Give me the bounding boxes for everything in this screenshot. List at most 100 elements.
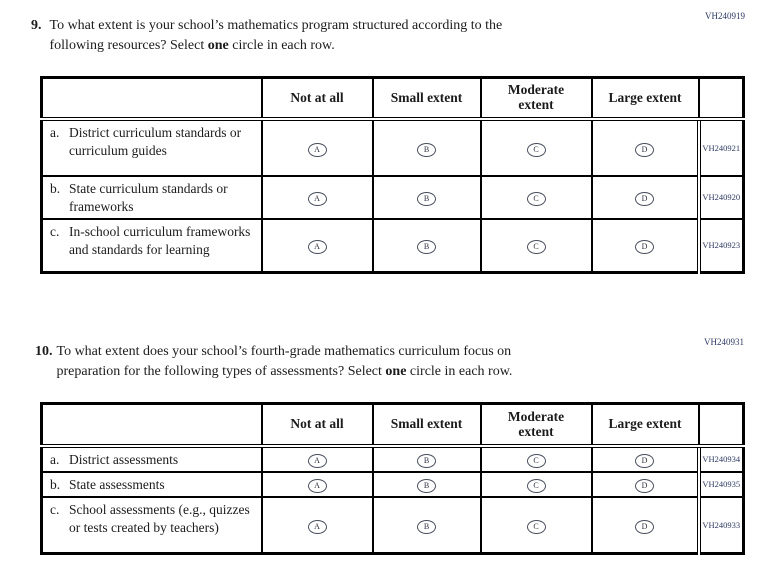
table-row: c. In-school curriculum frameworks and st… bbox=[40, 217, 745, 274]
option-circle-d[interactable]: D bbox=[635, 192, 654, 206]
option-cell: D bbox=[590, 217, 700, 274]
row-admin-code: VH240921 bbox=[696, 117, 745, 177]
row-admin-code: VH240933 bbox=[696, 495, 745, 555]
option-circle-c[interactable]: C bbox=[526, 454, 546, 468]
option-circle-b[interactable]: B bbox=[417, 454, 436, 468]
option-circle-d[interactable]: D bbox=[635, 454, 654, 468]
option-cell: B bbox=[371, 174, 482, 220]
option-circle-c[interactable]: C bbox=[526, 192, 546, 206]
question-9-line2-bold: one bbox=[207, 37, 229, 53]
option-cell: A bbox=[260, 117, 374, 177]
question-9-text: To what extent is your school’s mathemat… bbox=[50, 16, 503, 55]
table-row: b. State assessments A B C D VH240935 bbox=[40, 470, 745, 498]
code-column-header bbox=[697, 402, 745, 448]
option-circle-a[interactable]: A bbox=[307, 479, 327, 493]
row-label-column-header bbox=[40, 402, 263, 448]
question-10-line2-post: circle in each row. bbox=[406, 363, 513, 379]
question-9-line2-post: circle in each row. bbox=[228, 37, 335, 53]
row-admin-code: VH240920 bbox=[696, 174, 745, 220]
column-header-large-extent: Large extent bbox=[590, 402, 700, 448]
option-cell: A bbox=[260, 174, 374, 220]
row-admin-code: VH240934 bbox=[696, 444, 745, 473]
row-letter: b. bbox=[50, 476, 61, 492]
question-9-line2-pre: following resources? Select bbox=[49, 37, 208, 53]
option-cell: C bbox=[479, 217, 593, 274]
row-label: c. In-school curriculum frameworks and st… bbox=[40, 217, 263, 274]
row-label-text: District curriculum standards or curricu… bbox=[69, 124, 242, 158]
row-letter: b. bbox=[50, 180, 61, 196]
option-circle-a[interactable]: A bbox=[307, 240, 327, 255]
option-circle-c[interactable]: C bbox=[526, 479, 546, 493]
question-10-line1: To what extent does your school’s fourth… bbox=[56, 344, 512, 359]
option-cell: C bbox=[479, 470, 593, 498]
option-circle-a[interactable]: A bbox=[307, 454, 327, 468]
option-circle-d[interactable]: D bbox=[635, 479, 654, 493]
option-circle-b[interactable]: B bbox=[417, 519, 436, 534]
row-label-text: State assessments bbox=[69, 476, 165, 492]
option-cell: C bbox=[479, 495, 593, 555]
row-label-text: School assessments (e.g., quizzes or tes… bbox=[69, 501, 250, 535]
option-circle-d[interactable]: D bbox=[635, 519, 654, 534]
question-9-line1: To what extent is your school’s mathemat… bbox=[49, 18, 503, 33]
row-label: a. District curriculum standards or curri… bbox=[40, 117, 263, 177]
column-header-small-extent: Small extent bbox=[371, 76, 482, 121]
option-cell: A bbox=[260, 444, 374, 473]
option-circle-a[interactable]: A bbox=[307, 519, 327, 534]
row-letter: a. bbox=[50, 451, 60, 467]
option-circle-c[interactable]: C bbox=[526, 519, 546, 534]
column-header-moderate-extent: Moderate extent bbox=[479, 76, 593, 121]
question-9-admin-code: VH240919 bbox=[705, 11, 745, 21]
option-cell: C bbox=[479, 174, 593, 220]
option-cell: A bbox=[260, 495, 374, 555]
option-cell: B bbox=[371, 117, 482, 177]
option-cell: A bbox=[260, 470, 374, 498]
option-cell: B bbox=[371, 470, 482, 498]
row-admin-code: VH240935 bbox=[696, 470, 745, 498]
table-row: b. State curriculum standards or framewor… bbox=[40, 174, 745, 220]
row-label: c. School assessments (e.g., quizzes or t… bbox=[40, 495, 263, 555]
question-9-number: 9. bbox=[31, 18, 42, 33]
row-label-text: State curriculum standards or frameworks bbox=[69, 180, 228, 214]
row-admin-code: VH240923 bbox=[696, 217, 745, 274]
option-circle-d[interactable]: D bbox=[635, 240, 654, 255]
question-10-line2-pre: preparation for the following types of a… bbox=[56, 363, 386, 379]
row-label-text: In-school curriculum frameworks and stan… bbox=[69, 223, 251, 257]
option-circle-b[interactable]: B bbox=[417, 240, 436, 255]
option-cell: B bbox=[371, 217, 482, 274]
option-circle-b[interactable]: B bbox=[417, 479, 436, 493]
question-9-table: Not at all Small extent Moderate extent … bbox=[40, 76, 745, 274]
table-row: a. District assessments A B C D VH240934 bbox=[40, 444, 745, 473]
table-row: a. District curriculum standards or curri… bbox=[40, 117, 745, 177]
option-circle-b[interactable]: B bbox=[417, 142, 436, 157]
option-cell: C bbox=[479, 117, 593, 177]
question-10-stem: 10. To what extent does your school’s fo… bbox=[35, 342, 695, 381]
option-circle-c[interactable]: C bbox=[526, 142, 546, 157]
option-cell: B bbox=[371, 495, 482, 555]
option-cell: D bbox=[590, 495, 700, 555]
column-header-moderate-extent: Moderate extent bbox=[479, 402, 593, 448]
option-circle-b[interactable]: B bbox=[417, 192, 436, 206]
row-letter: c. bbox=[50, 501, 60, 517]
question-10-text: To what extent does your school’s fourth… bbox=[57, 342, 513, 381]
option-cell: A bbox=[260, 217, 374, 274]
option-circle-a[interactable]: A bbox=[307, 192, 327, 206]
option-circle-d[interactable]: D bbox=[635, 142, 654, 157]
option-cell: D bbox=[590, 174, 700, 220]
code-column-header bbox=[697, 76, 745, 121]
option-cell: D bbox=[590, 444, 700, 473]
row-label-column-header bbox=[40, 76, 263, 121]
column-header-large-extent: Large extent bbox=[590, 76, 700, 121]
table-header-row: Not at all Small extent Moderate extent … bbox=[40, 76, 745, 121]
option-cell: B bbox=[371, 444, 482, 473]
question-10-admin-code: VH240931 bbox=[704, 337, 744, 347]
option-cell: D bbox=[590, 470, 700, 498]
option-circle-c[interactable]: C bbox=[526, 240, 546, 255]
option-circle-a[interactable]: A bbox=[307, 142, 327, 157]
question-10-table: Not at all Small extent Moderate extent … bbox=[40, 402, 745, 555]
row-label: b. State curriculum standards or framewor… bbox=[40, 174, 263, 220]
table-row: c. School assessments (e.g., quizzes or t… bbox=[40, 495, 745, 555]
question-10-line2-bold: one bbox=[385, 363, 407, 379]
question-10-number: 10. bbox=[35, 344, 53, 359]
row-label: b. State assessments bbox=[40, 470, 263, 498]
column-header-not-at-all: Not at all bbox=[260, 76, 374, 121]
